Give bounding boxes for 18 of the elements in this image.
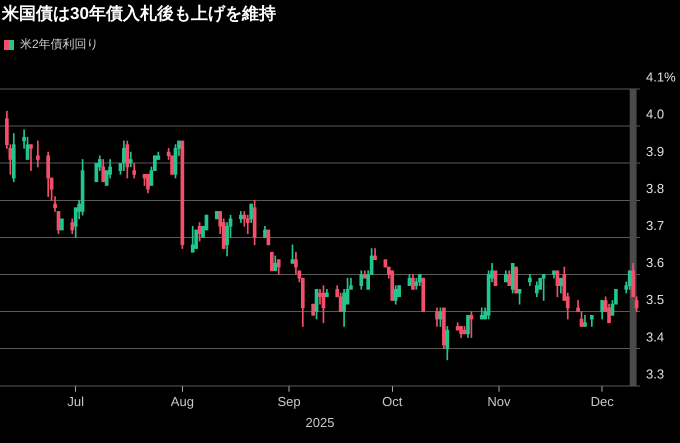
y-tick-label: 3.7 [646,218,664,233]
x-tick-label: Oct [382,394,403,410]
x-tick-label: Nov [487,394,511,410]
x-tick-label: Jul [67,394,84,410]
y-tick-label: 3.4 [646,329,664,344]
x-axis-title: 2025 [306,414,334,430]
chart-title: 米国債は30年債入札後も上げを維持 [2,3,276,25]
legend-label: 米2年債利回り [20,36,99,53]
y-tick-label: 4.1% [646,70,676,85]
x-tick-label: Aug [170,394,194,410]
y-tick-label: 3.3 [646,366,664,382]
y-tick-label: 3.9 [646,144,664,159]
y-tick-label: 3.5 [646,292,664,308]
y-tick-label: 4.0 [646,106,664,122]
x-tick-label: Sep [277,394,301,410]
x-tick-label: Dec [590,394,614,410]
y-tick-label: 3.6 [646,255,664,270]
y-tick-label: 3.8 [646,180,664,196]
